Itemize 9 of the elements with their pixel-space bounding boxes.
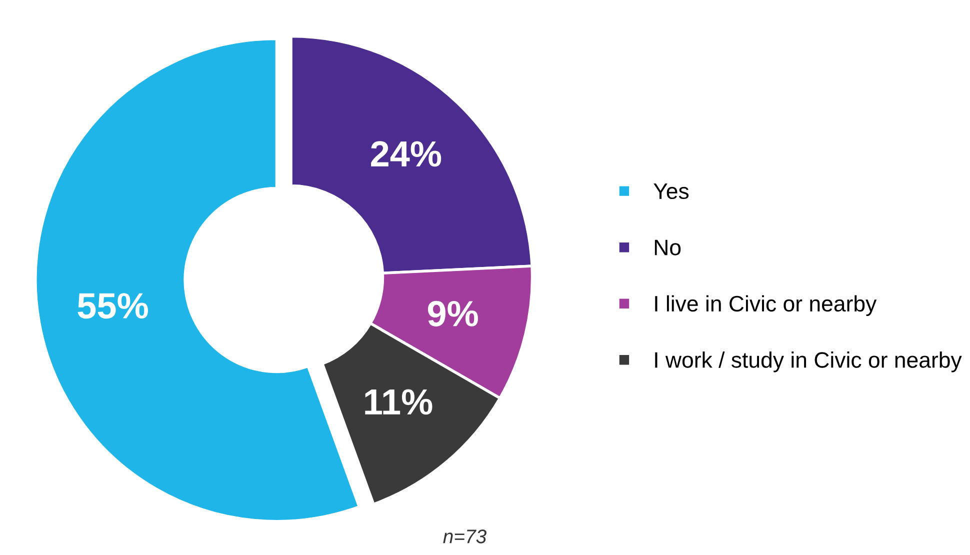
legend-label: No xyxy=(654,240,681,256)
data-label: 24% xyxy=(371,141,442,167)
legend-label: I live in Civic or nearby xyxy=(655,295,877,316)
legend-label: Yes xyxy=(654,184,689,200)
data-label: 55% xyxy=(78,293,148,319)
legend-label: I work / study in Civic or nearby xyxy=(655,352,962,372)
data-label: 11% xyxy=(365,389,432,415)
text: n=73 xyxy=(443,530,486,544)
data-label: 9% xyxy=(428,300,478,326)
